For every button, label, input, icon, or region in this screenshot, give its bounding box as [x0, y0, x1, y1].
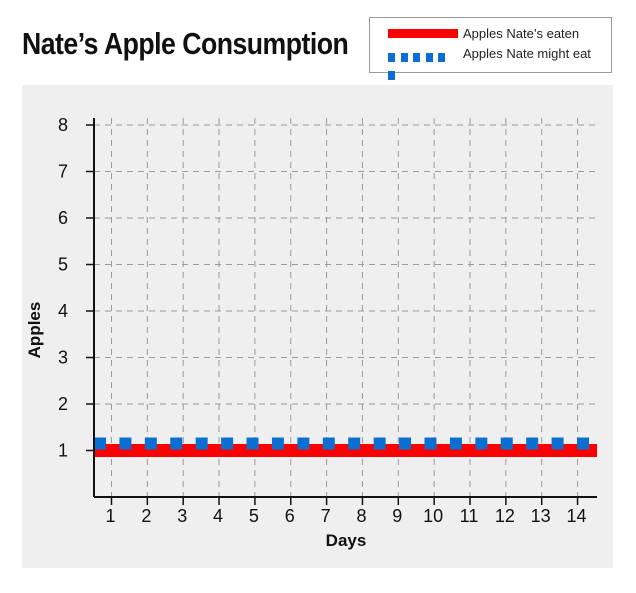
legend-swatch-dot — [388, 53, 395, 62]
y-tick-label: 1 — [58, 441, 68, 461]
y-axis-label: Apples — [25, 302, 44, 359]
series-marker — [195, 437, 208, 450]
series-marker — [144, 437, 157, 450]
legend-swatch-dot — [400, 53, 408, 62]
legend-swatch-dot — [388, 71, 395, 80]
series-marker — [322, 437, 335, 450]
y-tick-label: 5 — [58, 255, 68, 275]
x-tick-label: 9 — [392, 506, 402, 526]
series-marker — [170, 437, 183, 450]
y-tick-label: 4 — [58, 301, 68, 321]
x-tick-label: 4 — [213, 506, 223, 526]
x-tick-label: 12 — [495, 506, 515, 526]
series-marker — [449, 437, 462, 450]
x-axis-label: Days — [326, 531, 367, 550]
series-marker — [500, 437, 513, 450]
y-tick-label: 3 — [58, 348, 68, 368]
x-tick-label: 13 — [531, 506, 551, 526]
grid-lines — [94, 118, 597, 497]
plot-panel — [22, 85, 613, 568]
series-marker — [119, 437, 132, 450]
series-marker — [399, 437, 412, 450]
x-tick-label: 3 — [177, 506, 187, 526]
legend-swatch-eaten — [388, 29, 458, 38]
chart-legend: Apples Nate’s eaten Apples Nate might ea… — [369, 17, 612, 80]
series-marker — [348, 437, 361, 450]
x-tick-label: 7 — [321, 506, 331, 526]
legend-label-might-eat: Apples Nate might eat — [463, 46, 591, 61]
legend-swatch-dot — [425, 53, 433, 62]
x-tick-label: 14 — [567, 506, 587, 526]
series-marker — [94, 437, 106, 450]
series-marker — [246, 437, 259, 450]
series-marker — [577, 437, 589, 450]
x-tick-label: 11 — [460, 506, 479, 526]
legend-swatch-dot — [413, 53, 420, 62]
series-might-eat — [94, 437, 589, 450]
series-marker — [373, 437, 386, 450]
y-tick-label: 8 — [58, 115, 68, 135]
x-tick-label: 2 — [141, 506, 151, 526]
series-marker — [271, 437, 284, 450]
legend-item-might-eat: Apples Nate might eat — [370, 44, 611, 80]
y-tick-label: 7 — [58, 162, 68, 182]
x-tick-label: 1 — [105, 506, 115, 526]
x-tick-label: 6 — [285, 506, 295, 526]
series-marker — [297, 437, 310, 450]
x-tick-label: 10 — [423, 506, 443, 526]
series-marker — [424, 437, 437, 450]
x-tick-label: 5 — [249, 506, 259, 526]
data-series — [94, 437, 597, 457]
series-marker — [551, 437, 564, 450]
legend-swatch-dot — [438, 53, 445, 62]
series-marker — [475, 437, 488, 450]
y-tick-label: 2 — [58, 394, 68, 414]
legend-label-eaten: Apples Nate’s eaten — [463, 26, 580, 41]
x-tick-label: 8 — [356, 506, 366, 526]
series-marker — [526, 437, 539, 450]
legend-item-eaten: Apples Nate’s eaten — [370, 24, 611, 44]
y-tick-label: 6 — [58, 208, 68, 228]
legend-swatch-might-eat — [388, 49, 458, 80]
chart-title: Nate’s Apple Consumption — [22, 26, 349, 61]
series-marker — [221, 437, 234, 450]
